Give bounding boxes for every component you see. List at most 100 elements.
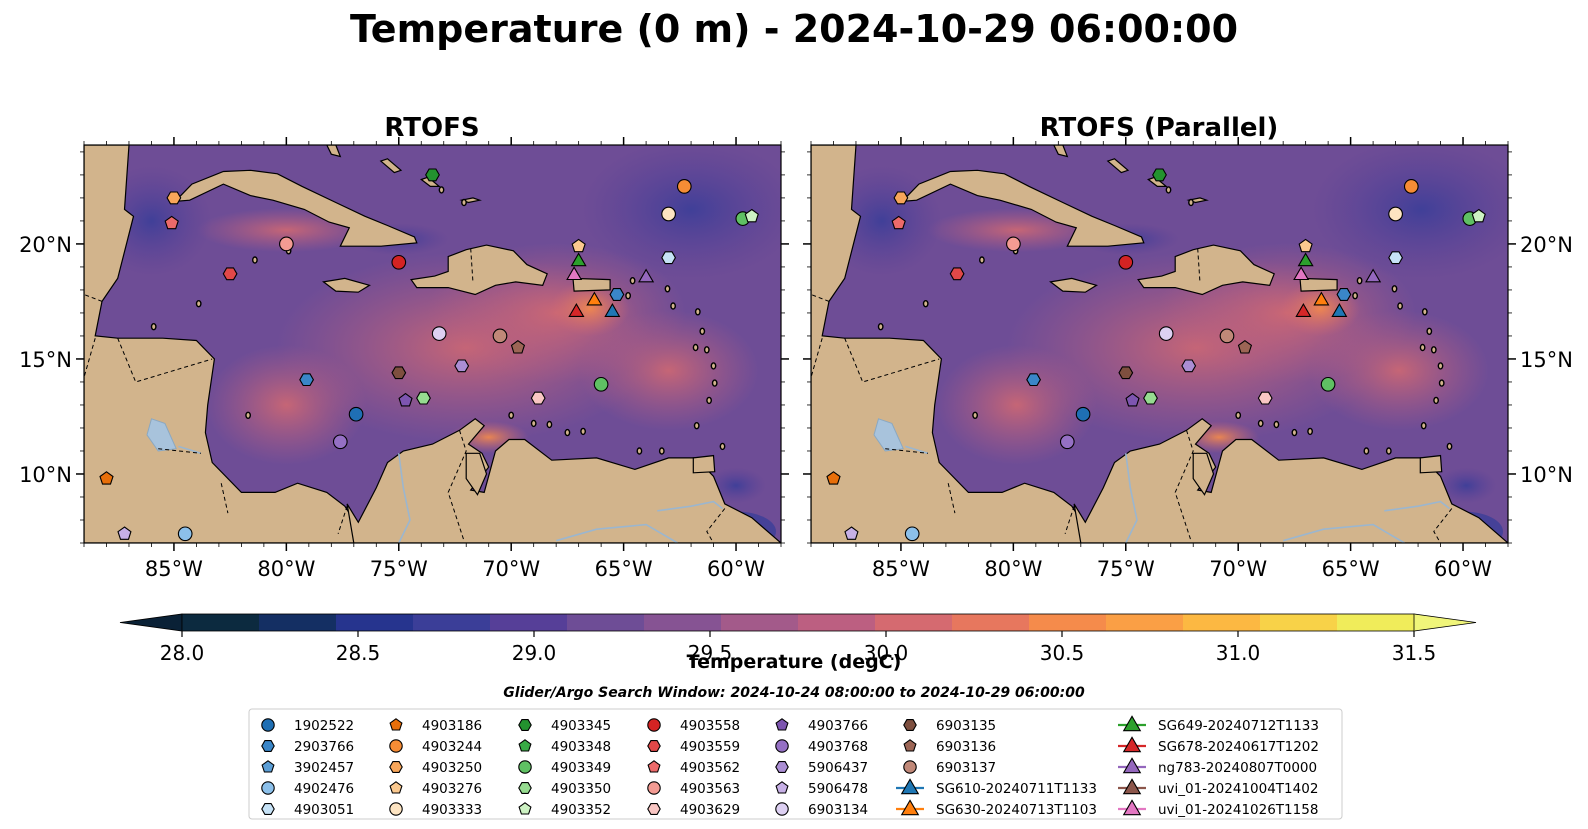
- obs-marker-4903766: [398, 392, 413, 407]
- islet: [719, 442, 726, 451]
- colorbar-bin: [413, 614, 491, 631]
- legend-marker: [518, 719, 532, 731]
- obs-marker-4903559: [222, 267, 238, 281]
- obs-marker-4903333: [661, 206, 676, 222]
- islet: [1165, 186, 1172, 194]
- obs-marker-4903244: [676, 179, 692, 194]
- obs-marker-4903563: [1006, 236, 1021, 252]
- legend-label: 4902476: [294, 781, 354, 797]
- figure-title: Temperature (0 m) - 2024-10-29 06:00:00: [350, 7, 1238, 51]
- x-tick-label: 60°W: [1434, 557, 1492, 581]
- x-tick-label: 80°W: [257, 557, 315, 581]
- legend-label: SG678-20240617T1202: [1158, 739, 1319, 755]
- islet: [699, 327, 706, 335]
- islet: [972, 411, 978, 419]
- islet: [438, 186, 445, 194]
- legend-marker: [647, 760, 661, 773]
- y-tick-label: 20°N: [1520, 233, 1573, 257]
- islet: [625, 292, 631, 300]
- islet: [1420, 422, 1427, 430]
- islet: [703, 346, 710, 354]
- map-panel-rtofs: RTOFS 85°W 80°W 75°W 70°W 65°W 60°W 10°N 15°N 20…: [19, 113, 789, 581]
- obs-marker-4903186: [826, 471, 841, 485]
- x-tick-label: 75°W: [370, 557, 428, 581]
- obs-marker-6903134: [431, 326, 447, 341]
- obs-marker-5906478: [117, 526, 132, 540]
- legend-marker: [389, 761, 403, 773]
- colorbar-tick-label: 28.0: [160, 641, 205, 665]
- obs-marker-4903559: [949, 267, 965, 281]
- colorbar-tick-label: 31.0: [1216, 641, 1261, 665]
- islet: [461, 198, 467, 207]
- obs-marker-4902476: [904, 526, 920, 542]
- obs-marker-1902522: [1075, 406, 1091, 422]
- islet: [877, 323, 884, 331]
- field-feature-5: [578, 310, 759, 431]
- islet: [979, 256, 985, 264]
- obs-marker-4903051: [1388, 251, 1404, 265]
- islet: [1438, 379, 1445, 387]
- obs-marker-SG630-20240713T1103: [1313, 291, 1330, 306]
- legend-label: 4903563: [680, 781, 740, 797]
- border: [1433, 508, 1453, 543]
- legend-marker: [389, 781, 403, 794]
- legend-marker: [903, 719, 917, 731]
- field-feature-7: [1311, 145, 1508, 280]
- obs-marker-SG649-20240712T1133: [1297, 252, 1314, 267]
- legend-label: 4903333: [422, 802, 482, 818]
- observation-markers: [99, 168, 759, 542]
- obs-marker-uvi_01-20241026T1158: [566, 266, 583, 281]
- land-mass: [811, 145, 1508, 543]
- obs-marker-SG610-20240711T1133: [604, 302, 621, 317]
- legend-marker: [1122, 715, 1142, 732]
- islet: [1430, 346, 1437, 354]
- obs-marker-4903562: [164, 215, 179, 230]
- obs-marker-2903766: [609, 288, 625, 301]
- land-bahamas2: [1106, 158, 1130, 174]
- border: [220, 483, 229, 514]
- border: [84, 294, 103, 302]
- legend-marker: [389, 802, 403, 816]
- legend-marker: [389, 718, 403, 731]
- border: [158, 448, 201, 454]
- islet: [1397, 302, 1404, 310]
- river: [555, 523, 679, 543]
- legend-marker: [1122, 736, 1142, 753]
- land-mass: [84, 145, 781, 543]
- obs-marker-4903768: [1059, 434, 1075, 450]
- map-frame: [83, 144, 782, 544]
- obs-marker-4903558: [391, 254, 407, 270]
- colorbar-bin: [1337, 614, 1415, 631]
- legend-label: 3902457: [294, 760, 354, 776]
- obs-marker-6903134: [1158, 326, 1174, 341]
- border: [1064, 506, 1075, 534]
- border: [947, 483, 956, 514]
- legend-label: 4903350: [551, 781, 611, 797]
- islet: [195, 300, 202, 308]
- x-tick-label: 85°W: [872, 557, 930, 581]
- colorbar-bin: [875, 614, 953, 631]
- obs-marker-4903629: [530, 391, 546, 405]
- islet: [1363, 447, 1370, 455]
- land-hispaniola: [1137, 244, 1275, 296]
- obs-marker-SG610-20240711T1133: [1331, 302, 1348, 317]
- field-feature-5: [1309, 310, 1489, 431]
- legend-label: 2903766: [294, 739, 354, 755]
- land-trinidad: [1419, 454, 1443, 474]
- border: [706, 508, 726, 543]
- legend-marker: [518, 739, 532, 752]
- islet: [670, 302, 676, 310]
- islet: [1433, 396, 1440, 405]
- islet: [580, 427, 586, 436]
- islet: [710, 362, 717, 370]
- obs-marker-4903352: [1471, 208, 1486, 223]
- colorbar-under-extend: [119, 613, 183, 632]
- legend-marker: [261, 803, 275, 815]
- obs-marker-4903250: [893, 191, 909, 205]
- legend-label: SG630-20240713T1103: [936, 802, 1097, 818]
- x-tick-label: 70°W: [1209, 557, 1267, 581]
- islet: [1257, 419, 1264, 428]
- river: [398, 453, 411, 543]
- obs-marker-4903051: [661, 251, 677, 265]
- islet: [706, 396, 712, 405]
